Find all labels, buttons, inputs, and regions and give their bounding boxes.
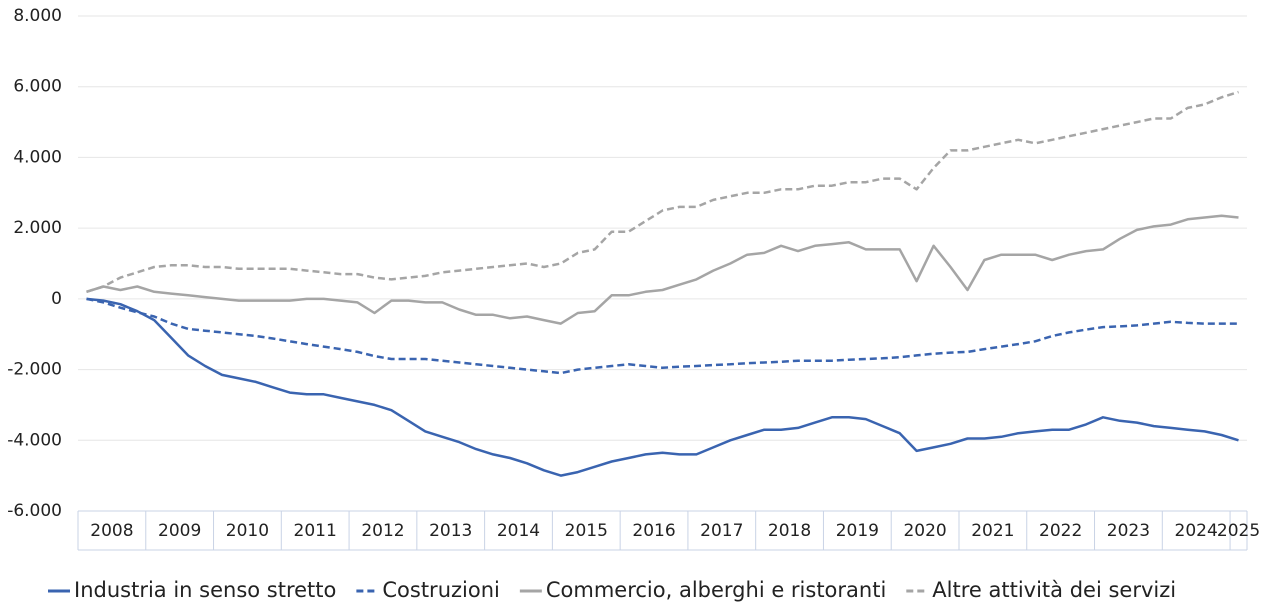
y-tick-label: -2.000 xyxy=(7,360,62,380)
legend-label: Industria in senso stretto xyxy=(74,578,336,602)
y-tick-label: -4.000 xyxy=(7,430,62,450)
legend-label: Commercio, alberghi e ristoranti xyxy=(546,578,886,602)
x-tick-label: 2013 xyxy=(429,521,472,541)
legend-label: Altre attività dei servizi xyxy=(932,578,1176,602)
x-tick-label: 2023 xyxy=(1107,521,1150,541)
series-line xyxy=(86,214,1239,325)
x-tick-label: 2020 xyxy=(903,521,946,541)
y-tick-label: 2.000 xyxy=(13,218,62,238)
x-tick-label: 2019 xyxy=(836,521,879,541)
y-tick-label: 8.000 xyxy=(13,6,62,26)
series-line xyxy=(86,90,1239,293)
x-tick-label: 2015 xyxy=(565,521,608,541)
x-tick-label: 2025 xyxy=(1217,521,1260,541)
y-tick-label: -6.000 xyxy=(7,501,62,521)
x-tick-label: 2016 xyxy=(632,521,675,541)
x-tick-label: 2022 xyxy=(1039,521,1082,541)
x-tick-label: 2021 xyxy=(971,521,1014,541)
x-tick-label: 2012 xyxy=(361,521,404,541)
x-tick-label: 2008 xyxy=(90,521,133,541)
x-tick-label: 2009 xyxy=(158,521,201,541)
x-tick-label: 2024 xyxy=(1175,521,1218,541)
y-tick-label: 6.000 xyxy=(13,77,62,97)
x-tick-label: 2011 xyxy=(294,521,337,541)
x-tick-label: 2017 xyxy=(700,521,743,541)
legend-label: Costruzioni xyxy=(382,578,499,602)
x-tick-label: 2010 xyxy=(226,521,269,541)
series-line xyxy=(86,297,1239,375)
series-line xyxy=(86,297,1239,477)
x-tick-label: 2014 xyxy=(497,521,540,541)
y-tick-label: 0 xyxy=(51,289,62,309)
y-tick-label: 4.000 xyxy=(13,147,62,167)
x-tick-label: 2018 xyxy=(768,521,811,541)
